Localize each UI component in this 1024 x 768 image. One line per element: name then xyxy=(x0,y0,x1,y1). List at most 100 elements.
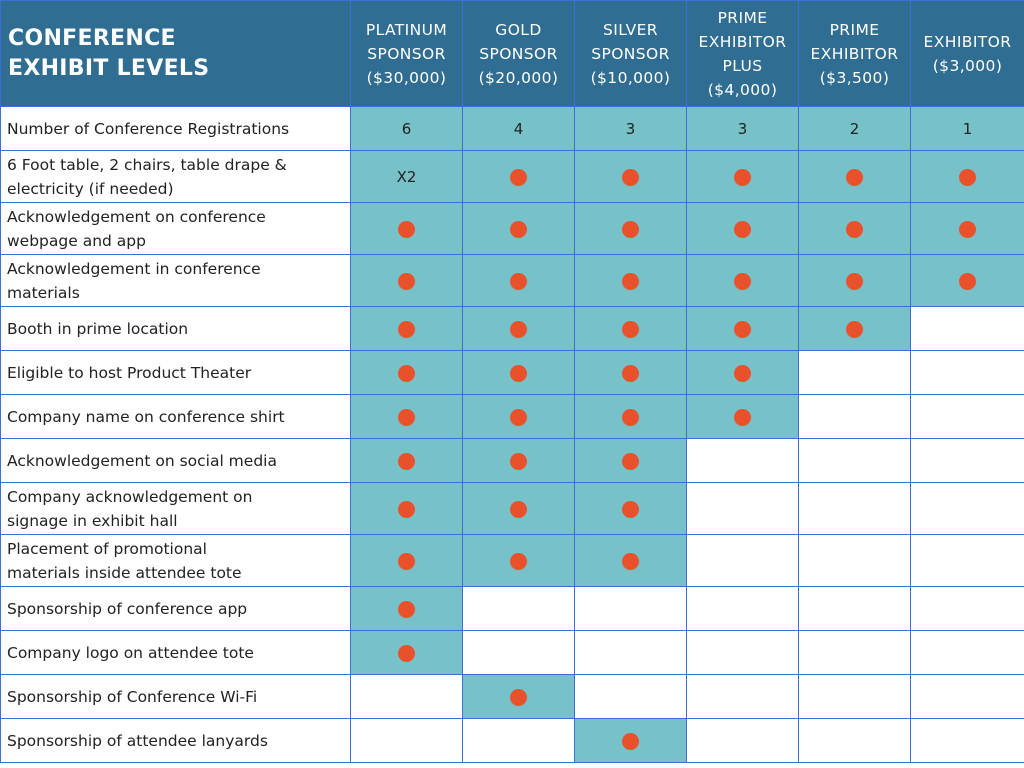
level-name-line: EXHIBITOR xyxy=(923,32,1012,51)
level-cell: 2 xyxy=(798,106,911,151)
included-dot-icon xyxy=(959,272,976,290)
level-cell xyxy=(350,586,463,631)
level-header: PRIME EXHIBITOR ($3,500) xyxy=(798,0,911,107)
level-header: EXHIBITOR ($3,000) xyxy=(910,0,1024,107)
included-dot-icon xyxy=(398,600,415,618)
included-dot-icon xyxy=(622,500,639,518)
title-line: EXHIBIT LEVELS xyxy=(8,55,210,81)
level-cell xyxy=(686,534,799,587)
level-cell xyxy=(798,674,911,719)
level-cell xyxy=(910,586,1024,631)
included-dot-icon xyxy=(622,552,639,570)
table-row: Placement of promotional materials inside… xyxy=(0,534,1024,587)
level-cell xyxy=(798,534,911,587)
level-cell: 1 xyxy=(910,106,1024,151)
cell-value: 6 xyxy=(401,119,412,138)
level-cell: 4 xyxy=(462,106,575,151)
row-label-line: Placement of promotional xyxy=(7,539,207,558)
row-label-line: Acknowledgement on social media xyxy=(7,451,277,470)
table-row: 6 Foot table, 2 chairs, table drape & ele… xyxy=(0,150,1024,203)
level-cell xyxy=(798,482,911,535)
row-label-line: Company name on conference shirt xyxy=(7,407,285,426)
level-cell xyxy=(350,630,463,675)
header-row: CONFERENCE EXHIBIT LEVELS PLATINUM SPONSO… xyxy=(0,0,1024,107)
included-dot-icon xyxy=(398,272,415,290)
row-label-line: materials inside attendee tote xyxy=(7,563,242,582)
level-cell xyxy=(910,254,1024,307)
included-dot-icon xyxy=(622,168,639,186)
level-cell xyxy=(574,586,687,631)
cell-value: 4 xyxy=(513,119,524,138)
included-dot-icon xyxy=(734,364,751,382)
table-row: Eligible to host Product Theater xyxy=(0,350,1024,395)
included-dot-icon xyxy=(959,168,976,186)
level-name-line: SPONSOR xyxy=(591,44,670,63)
row-label: 6 Foot table, 2 chairs, table drape & ele… xyxy=(0,150,351,203)
level-cell xyxy=(798,254,911,307)
included-dot-icon xyxy=(622,408,639,426)
row-label: Acknowledgement on social media xyxy=(0,438,351,483)
level-cell xyxy=(686,482,799,535)
level-cell xyxy=(574,394,687,439)
level-name-line: SPONSOR xyxy=(479,44,558,63)
included-dot-icon xyxy=(510,364,527,382)
level-cell xyxy=(798,586,911,631)
level-cell xyxy=(350,254,463,307)
table-row: Number of Conference Registrations 6 4 3 3 2 1 xyxy=(0,106,1024,151)
level-cell xyxy=(462,718,575,763)
row-label-line: Company acknowledgement on xyxy=(7,487,253,506)
level-cell xyxy=(686,394,799,439)
level-cell xyxy=(798,718,911,763)
level-cell xyxy=(686,630,799,675)
level-cell: 3 xyxy=(574,106,687,151)
row-label-line: electricity (if needed) xyxy=(7,179,174,198)
included-dot-icon xyxy=(510,272,527,290)
level-cell xyxy=(910,306,1024,351)
row-label-line: Number of Conference Registrations xyxy=(7,119,290,138)
level-cell xyxy=(350,674,463,719)
level-cell: 6 xyxy=(350,106,463,151)
row-label-line: Company logo on attendee tote xyxy=(7,643,254,662)
included-dot-icon xyxy=(846,272,863,290)
table-row: Sponsorship of conference app xyxy=(0,586,1024,631)
level-cell xyxy=(910,202,1024,255)
level-cell xyxy=(910,718,1024,763)
level-name-line: PRIME xyxy=(829,20,880,39)
included-dot-icon xyxy=(510,688,527,706)
level-cell: X2 xyxy=(350,150,463,203)
included-dot-icon xyxy=(398,552,415,570)
cell-value: 2 xyxy=(849,119,860,138)
included-dot-icon xyxy=(510,500,527,518)
level-cell xyxy=(350,394,463,439)
table-row: Acknowledgement in conference materials xyxy=(0,254,1024,307)
level-cell xyxy=(462,674,575,719)
included-dot-icon xyxy=(622,220,639,238)
level-name-line: SILVER xyxy=(603,20,658,39)
level-cell xyxy=(798,306,911,351)
level-cell xyxy=(798,394,911,439)
level-cell xyxy=(910,350,1024,395)
level-cell xyxy=(350,202,463,255)
level-cell xyxy=(910,394,1024,439)
level-price: ($10,000) xyxy=(590,68,671,87)
level-cell xyxy=(574,630,687,675)
level-cell xyxy=(350,482,463,535)
level-cell xyxy=(686,202,799,255)
level-cell xyxy=(574,306,687,351)
level-cell xyxy=(686,350,799,395)
table-row: Sponsorship of attendee lanyards xyxy=(0,718,1024,763)
level-price: ($20,000) xyxy=(478,68,559,87)
table-row: Company acknowledgement on signage in exh… xyxy=(0,482,1024,535)
level-name-line: EXHIBITOR xyxy=(698,32,787,51)
level-cell xyxy=(574,150,687,203)
table-row: Company logo on attendee tote xyxy=(0,630,1024,675)
level-cell xyxy=(462,394,575,439)
row-label: Acknowledgement in conference materials xyxy=(0,254,351,307)
level-cell xyxy=(462,586,575,631)
level-price: ($3,000) xyxy=(932,56,1003,75)
included-dot-icon xyxy=(846,320,863,338)
table-title: CONFERENCE EXHIBIT LEVELS xyxy=(0,0,351,107)
included-dot-icon xyxy=(510,320,527,338)
level-price: ($3,500) xyxy=(819,68,890,87)
